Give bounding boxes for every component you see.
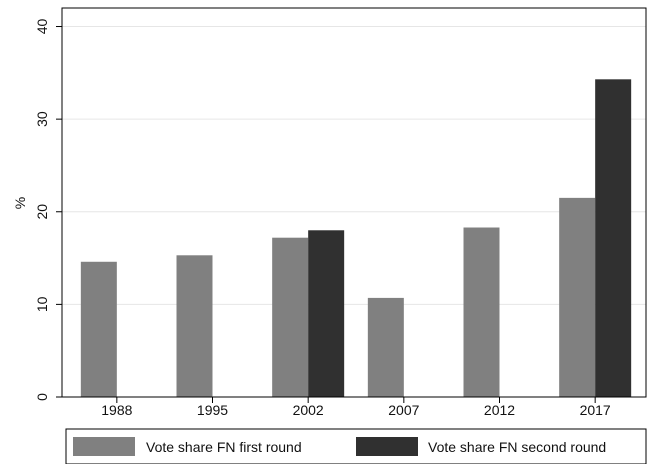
legend-swatch-second-round xyxy=(356,437,418,456)
y-axis-ticks: 0 10 20 30 40 xyxy=(34,19,62,401)
bar-first-round-2017 xyxy=(559,197,596,397)
bar-second-round-2002 xyxy=(308,230,345,397)
y-tick-label-20: 20 xyxy=(34,204,50,220)
x-tick-label-2012: 2012 xyxy=(484,402,515,418)
x-tick-label-2007: 2007 xyxy=(388,402,419,418)
y-axis-label: % xyxy=(12,197,28,209)
x-tick-label-1988: 1988 xyxy=(101,402,132,418)
axes xyxy=(61,7,647,398)
x-tick-label-2002: 2002 xyxy=(293,402,324,418)
y-tick-label-40: 40 xyxy=(34,19,50,35)
y-tick-label-10: 10 xyxy=(34,296,50,312)
x-tick-label-2017: 2017 xyxy=(580,402,611,418)
bar-first-round-1995 xyxy=(176,255,213,397)
x-axis-ticks: 1988 1995 2002 2007 2012 2017 xyxy=(101,397,611,418)
legend: Vote share FN first round Vote share FN … xyxy=(65,428,647,464)
legend-label-first-round: Vote share FN first round xyxy=(146,439,302,455)
y-tick-label-0: 0 xyxy=(34,393,50,401)
bar-second-round-2017 xyxy=(595,79,632,398)
bars xyxy=(80,79,632,398)
legend-label-second-round: Vote share FN second round xyxy=(428,439,606,455)
gridlines xyxy=(62,26,646,305)
plot-frame xyxy=(61,7,647,398)
bar-first-round-1988 xyxy=(80,261,117,397)
y-tick-label-30: 30 xyxy=(34,111,50,127)
legend-swatch-first-round xyxy=(73,437,135,456)
x-tick-label-1995: 1995 xyxy=(197,402,228,418)
bar-first-round-2012 xyxy=(463,227,500,397)
bar-first-round-2002 xyxy=(272,237,309,397)
bar-first-round-2007 xyxy=(367,297,404,397)
